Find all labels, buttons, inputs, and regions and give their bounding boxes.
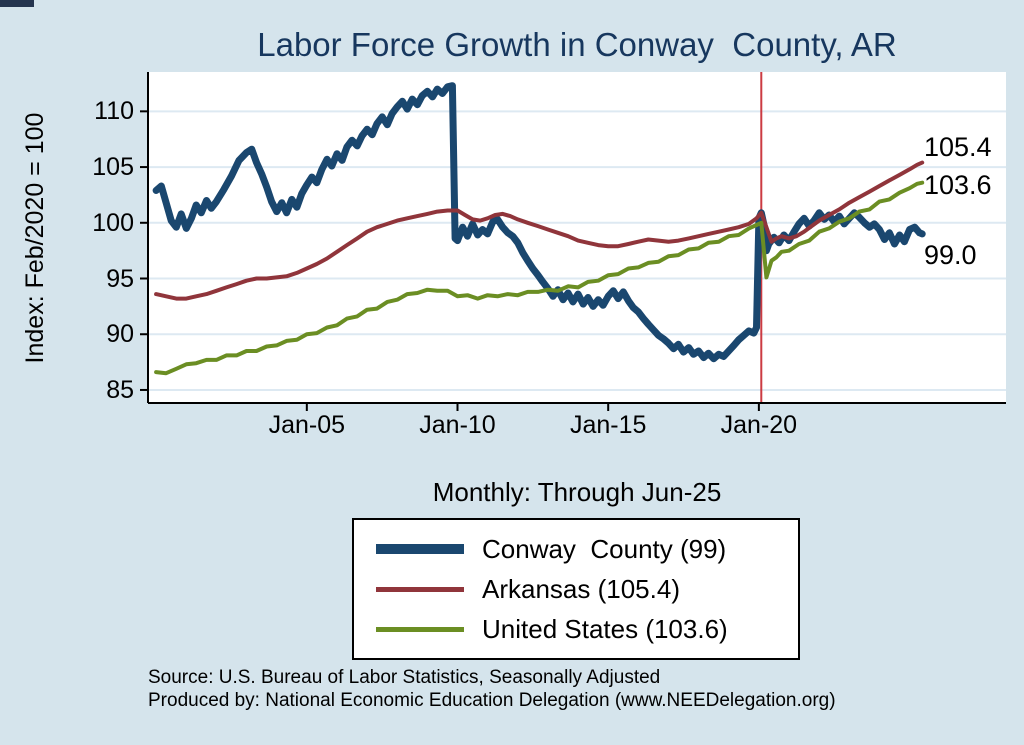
series-end-label: 105.4 xyxy=(924,131,992,162)
y-tick-label: 110 xyxy=(94,97,134,126)
legend-label: Conway County (99) xyxy=(482,533,727,564)
corner-artifact xyxy=(0,0,34,7)
source-line-1: Source: U.S. Bureau of Labor Statistics,… xyxy=(148,667,661,688)
y-tick-label: 100 xyxy=(92,208,134,237)
y-tick-label: 90 xyxy=(106,320,134,349)
x-tick-label: Jan-10 xyxy=(419,411,496,439)
x-tick-label: Jan-20 xyxy=(720,411,798,439)
legend-line-swatch xyxy=(376,544,464,554)
legend-item: Conway County (99) xyxy=(376,532,776,566)
legend-line-swatch xyxy=(376,586,464,592)
legend-label: United States (103.6) xyxy=(482,613,728,644)
series-end-label: 99.0 xyxy=(924,239,977,270)
source-note: Source: U.S. Bureau of Labor Statistics,… xyxy=(148,666,836,712)
chart-title: Labor Force Growth in Conway County, AR xyxy=(257,26,897,63)
source-line-2: Produced by: National Economic Education… xyxy=(148,690,836,711)
series-line-conway-county xyxy=(152,82,926,363)
y-tick-label: 85 xyxy=(106,375,134,404)
x-axis-caption: Monthly: Through Jun-25 xyxy=(432,477,722,507)
legend: Conway County (99) Arkansas (105.4) United… xyxy=(352,518,800,660)
legend-label: Arkansas (105.4) xyxy=(482,573,680,604)
y-tick-label: 105 xyxy=(92,153,134,182)
x-tick-label: Jan-15 xyxy=(569,411,647,439)
y-tick-label: 95 xyxy=(106,264,134,293)
series-line-united-states xyxy=(154,180,925,376)
series-end-label: 103.6 xyxy=(924,169,992,200)
series-line-arkansas xyxy=(154,160,925,301)
legend-line-swatch xyxy=(376,626,464,632)
plot-background xyxy=(148,72,1006,403)
x-tick-label: Jan-05 xyxy=(268,411,346,439)
legend-item: Arkansas (105.4) xyxy=(376,572,776,606)
legend-item: United States (103.6) xyxy=(376,612,776,646)
